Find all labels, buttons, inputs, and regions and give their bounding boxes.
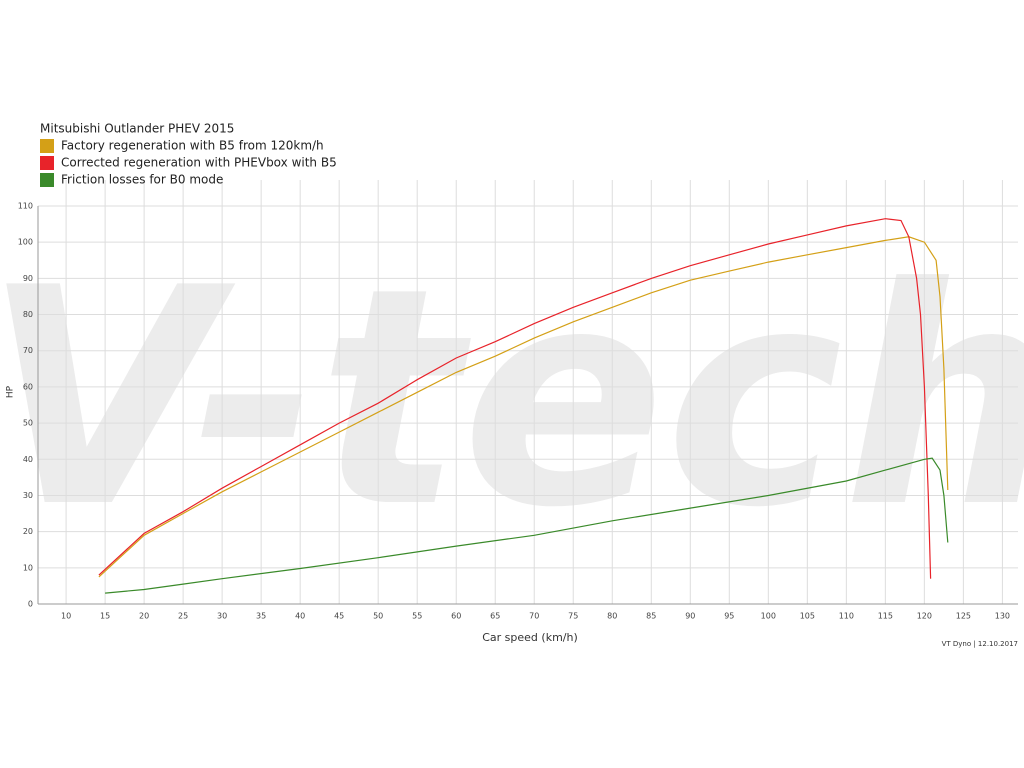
legend-label: Corrected regeneration with PHEVbox with… [61, 156, 337, 170]
chart-title: Mitsubishi Outlander PHEV 2015 [40, 122, 234, 136]
x-axis-label: Car speed (km/h) [482, 631, 578, 644]
x-tick-label: 55 [412, 612, 422, 621]
y-tick-label: 50 [23, 419, 33, 428]
y-tick-label: 10 [23, 563, 33, 572]
x-tick-label: 30 [217, 612, 227, 621]
x-tick-label: 10 [61, 612, 71, 621]
footer: VT Dyno | 12.10.2017 [942, 640, 1018, 648]
x-tick-label: 60 [451, 612, 461, 621]
x-tick-label: 35 [256, 612, 266, 621]
legend-swatch [40, 139, 54, 153]
y-tick-label: 20 [23, 527, 33, 536]
y-tick-label: 100 [18, 238, 33, 247]
x-tick-label: 125 [956, 612, 971, 621]
x-tick-label: 65 [490, 612, 500, 621]
y-tick-label: 80 [23, 310, 33, 319]
y-tick-label: 30 [23, 491, 33, 500]
x-tick-label: 85 [646, 612, 656, 621]
legend-swatch [40, 173, 54, 187]
x-tick-label: 75 [568, 612, 578, 621]
x-tick-label: 110 [839, 612, 854, 621]
y-tick-label: 40 [23, 455, 33, 464]
x-tick-label: 90 [685, 612, 695, 621]
y-tick-label: 60 [23, 382, 33, 391]
legend-label: Friction losses for B0 mode [61, 173, 223, 187]
legend-label: Factory regeneration with B5 from 120km/… [61, 139, 324, 153]
series-line [98, 236, 949, 578]
x-tick-label: 45 [334, 612, 344, 621]
legend-swatch [40, 156, 54, 170]
x-tick-label: 120 [917, 612, 932, 621]
y-axis-label: HP [6, 385, 16, 398]
x-tick-label: 115 [878, 612, 893, 621]
x-tick-label: 130 [995, 612, 1010, 621]
y-tick-label: 0 [28, 600, 33, 609]
y-tick-label: 110 [18, 202, 33, 211]
y-tick-label: 90 [23, 274, 33, 283]
x-tick-label: 95 [724, 612, 734, 621]
x-tick-label: 50 [373, 612, 383, 621]
x-tick-label: 40 [295, 612, 305, 621]
x-tick-label: 70 [529, 612, 539, 621]
y-tick-label: 70 [23, 346, 33, 355]
series-line [98, 218, 932, 579]
x-tick-label: 100 [761, 612, 776, 621]
x-tick-label: 105 [800, 612, 815, 621]
x-tick-label: 20 [139, 612, 149, 621]
x-tick-label: 25 [178, 612, 188, 621]
series-line [105, 457, 949, 594]
x-tick-label: 80 [607, 612, 617, 621]
x-tick-label: 15 [100, 612, 110, 621]
watermark: V-tech [0, 224, 1024, 573]
